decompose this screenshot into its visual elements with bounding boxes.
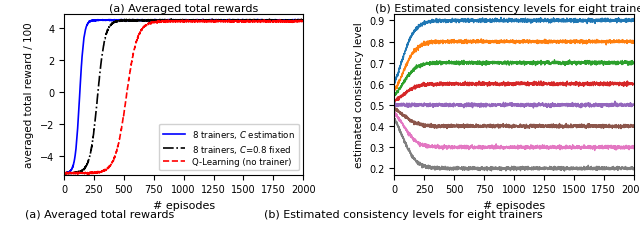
Q-Learning (no trainer) bbox=[292, 21, 300, 24]
8 trainers, $C$ estimation bbox=[300, 20, 307, 23]
8 trainers, $C$=0.8 fixed bbox=[63, 173, 70, 176]
Title: (b) Estimated consistency levels for eight trainers: (b) Estimated consistency levels for eig… bbox=[374, 4, 640, 14]
Q-Learning (no trainer) bbox=[249, 21, 257, 24]
8 trainers, $C$ estimation bbox=[170, 19, 178, 22]
Q-Learning (no trainer) bbox=[180, 20, 188, 22]
8 trainers, $C$=0.8 fixed bbox=[167, 18, 175, 21]
8 trainers, $C$=0.8 fixed bbox=[170, 20, 178, 22]
Legend: 8 trainers, $C$ estimation, 8 trainers, $C$=0.8 fixed, Q-Learning (no trainer): 8 trainers, $C$ estimation, 8 trainers, … bbox=[159, 124, 299, 171]
Q-Learning (no trainer) bbox=[170, 20, 178, 23]
8 trainers, $C$=0.8 fixed bbox=[72, 171, 80, 174]
8 trainers, $C$ estimation bbox=[292, 20, 300, 22]
8 trainers, $C$=0.8 fixed bbox=[292, 20, 300, 23]
8 trainers, $C$ estimation bbox=[292, 20, 300, 22]
Line: Q-Learning (no trainer): Q-Learning (no trainer) bbox=[64, 21, 303, 174]
8 trainers, $C$=0.8 fixed bbox=[300, 20, 307, 23]
Q-Learning (no trainer) bbox=[60, 172, 68, 175]
Y-axis label: estimated consistency level: estimated consistency level bbox=[354, 22, 364, 168]
Text: (b) Estimated consistency levels for eight trainers: (b) Estimated consistency levels for eig… bbox=[264, 210, 543, 220]
8 trainers, $C$ estimation bbox=[60, 172, 68, 175]
Y-axis label: averaged total reward / 100: averaged total reward / 100 bbox=[24, 22, 35, 168]
8 trainers, $C$=0.8 fixed bbox=[249, 20, 257, 23]
8 trainers, $C$=0.8 fixed bbox=[177, 20, 184, 22]
Q-Learning (no trainer) bbox=[300, 21, 307, 24]
X-axis label: # episodes: # episodes bbox=[152, 200, 215, 210]
Q-Learning (no trainer) bbox=[64, 173, 72, 176]
8 trainers, $C$ estimation bbox=[72, 144, 80, 147]
8 trainers, $C$ estimation bbox=[177, 20, 184, 23]
Q-Learning (no trainer) bbox=[177, 22, 184, 25]
X-axis label: # episodes: # episodes bbox=[483, 200, 545, 210]
8 trainers, $C$ estimation bbox=[253, 19, 261, 22]
8 trainers, $C$=0.8 fixed bbox=[292, 21, 300, 24]
Title: (a) Averaged total rewards: (a) Averaged total rewards bbox=[109, 4, 259, 14]
8 trainers, $C$ estimation bbox=[61, 172, 69, 175]
Text: (a) Averaged total rewards: (a) Averaged total rewards bbox=[24, 210, 174, 220]
8 trainers, $C$=0.8 fixed bbox=[60, 172, 68, 175]
8 trainers, $C$ estimation bbox=[249, 20, 257, 22]
Q-Learning (no trainer) bbox=[72, 172, 80, 174]
Line: 8 trainers, $C$=0.8 fixed: 8 trainers, $C$=0.8 fixed bbox=[64, 20, 303, 174]
Line: 8 trainers, $C$ estimation: 8 trainers, $C$ estimation bbox=[64, 20, 303, 174]
Q-Learning (no trainer) bbox=[292, 21, 300, 24]
